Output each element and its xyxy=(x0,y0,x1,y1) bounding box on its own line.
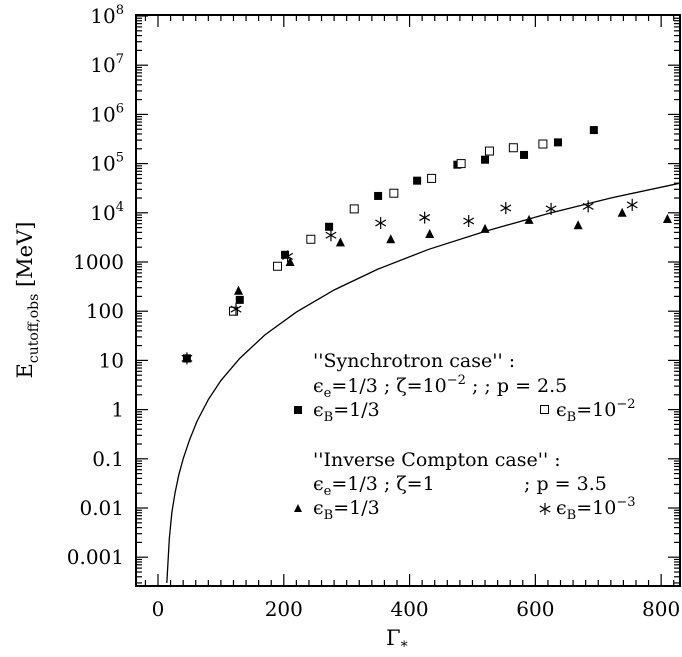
y-tick-label: 108 xyxy=(90,3,124,28)
y-tick-label: 105 xyxy=(90,151,124,176)
filled-square-point xyxy=(553,138,562,147)
asterisk-stroke xyxy=(282,252,294,260)
asterisk-point xyxy=(626,198,638,211)
legend-sync-entry2: ϵB=10−2 xyxy=(556,397,636,425)
y-tick-label: 0.1 xyxy=(92,447,124,471)
legend: ''Synchrotron case'' : ϵe=1/3 ; ζ=10−2 ;… xyxy=(294,350,636,523)
asterisk-point xyxy=(181,352,193,365)
filled-triangle-point xyxy=(480,223,490,233)
y-tick-label: 10 xyxy=(99,348,124,372)
y-tick-label: 1 xyxy=(111,398,124,422)
legend-marker-open-square xyxy=(540,405,549,414)
y-tick-label: 0.001 xyxy=(67,545,124,569)
legend-sync-params: ϵe=1/3 ; ζ=10−2 ; ; p = 2.5 xyxy=(313,373,567,401)
filled-triangle-point xyxy=(335,237,345,247)
filled-triangle-point xyxy=(662,213,672,223)
y-tick-label: 100 xyxy=(86,299,124,323)
asterisk-point xyxy=(375,217,387,230)
legend-sync-entry1: ϵB=1/3 xyxy=(313,399,380,425)
legend-marker-asterisk xyxy=(539,503,551,515)
filled-triangle-point xyxy=(234,285,244,295)
filled-square-point xyxy=(374,191,383,200)
filled-square-point xyxy=(589,126,598,135)
open-square-point xyxy=(349,204,359,214)
asterisk-stroke xyxy=(545,205,557,213)
x-tick-label: 400 xyxy=(390,597,428,621)
y-tick-label: 107 xyxy=(90,52,124,77)
y-tick-label: 1000 xyxy=(73,250,124,274)
asterisk-stroke xyxy=(230,305,242,313)
filled-triangle-point xyxy=(425,229,435,239)
x-tick-label: 200 xyxy=(265,597,303,621)
filled-square-point xyxy=(520,150,529,159)
asterisk-stroke xyxy=(500,204,512,212)
legend-ic-entry1: ϵB=1/3 xyxy=(313,497,380,523)
asterisk-stroke xyxy=(582,202,594,210)
legend-ic-entry2: ϵB=10−3 xyxy=(556,495,636,523)
x-tick-label: 600 xyxy=(516,597,554,621)
legend-ic-params: ϵe=1/3 ; ζ=1 xyxy=(313,473,435,499)
axis-ticks xyxy=(136,15,680,586)
model-curve xyxy=(166,182,680,583)
model-curve-line xyxy=(166,182,680,583)
open-square-point xyxy=(508,143,518,153)
asterisk-point xyxy=(282,250,294,263)
filled-triangle-point xyxy=(573,220,583,230)
filled-triangle-point xyxy=(524,214,534,224)
legend-ic-title: ''Inverse Compton case'' : xyxy=(313,449,561,471)
open-square-point xyxy=(389,188,399,198)
open-square-point xyxy=(427,173,437,183)
asterisk-point xyxy=(545,202,557,215)
y-tick-label: 0.01 xyxy=(79,496,124,520)
filled-triangle-point xyxy=(617,207,627,217)
y-axis-title: Ecutoff,obs [MeV] xyxy=(13,222,42,379)
asterisk-point xyxy=(463,215,475,228)
y-axis-title-sub: cutoff,obs xyxy=(26,294,42,363)
legend-marker-filled-square xyxy=(294,406,302,414)
asterisk-stroke xyxy=(626,201,638,209)
asterisk-point xyxy=(500,202,512,215)
data-points xyxy=(181,126,672,365)
asterisk-point xyxy=(419,211,431,224)
open-square-point xyxy=(306,234,316,244)
legend-sync-title: ''Synchrotron case'' : xyxy=(313,350,515,372)
y-tick-label: 104 xyxy=(90,200,124,225)
filled-triangle-point xyxy=(285,257,295,266)
filled-square-point xyxy=(481,155,490,164)
x-tick-label: 0 xyxy=(152,597,165,621)
open-square-point xyxy=(273,261,283,271)
x-tick-label: 800 xyxy=(642,597,680,621)
filled-square-point xyxy=(325,222,334,231)
x-tick-labels: 0 200 400 600 800 xyxy=(152,597,681,621)
open-square-point xyxy=(484,146,494,156)
legend-marker-filled-triangle xyxy=(294,504,302,512)
asterisk-point xyxy=(582,200,594,213)
y-tick-label: 106 xyxy=(90,101,124,126)
open-square-point xyxy=(538,139,548,149)
asterisk-stroke xyxy=(463,217,475,225)
plot-frame xyxy=(135,14,681,587)
open-square-point xyxy=(456,159,466,169)
asterisk-stroke xyxy=(181,354,193,362)
asterisk-stroke xyxy=(375,219,387,227)
filled-square-point xyxy=(413,176,422,185)
y-tick-labels: 108 107 106 105 104 1000 100 10 1 0.1 0.01 0.001 xyxy=(67,3,124,569)
asterisk-stroke xyxy=(325,231,337,239)
x-axis-title-sub: * xyxy=(401,639,408,655)
asterisk-stroke xyxy=(419,214,431,222)
asterisk-point xyxy=(325,229,337,242)
x-axis-title: Γ* xyxy=(386,626,408,655)
asterisk-point xyxy=(230,303,242,316)
filled-triangle-point xyxy=(386,234,396,244)
legend-ic-p: ; p = 3.5 xyxy=(524,473,607,495)
filled-square-point xyxy=(235,295,244,304)
